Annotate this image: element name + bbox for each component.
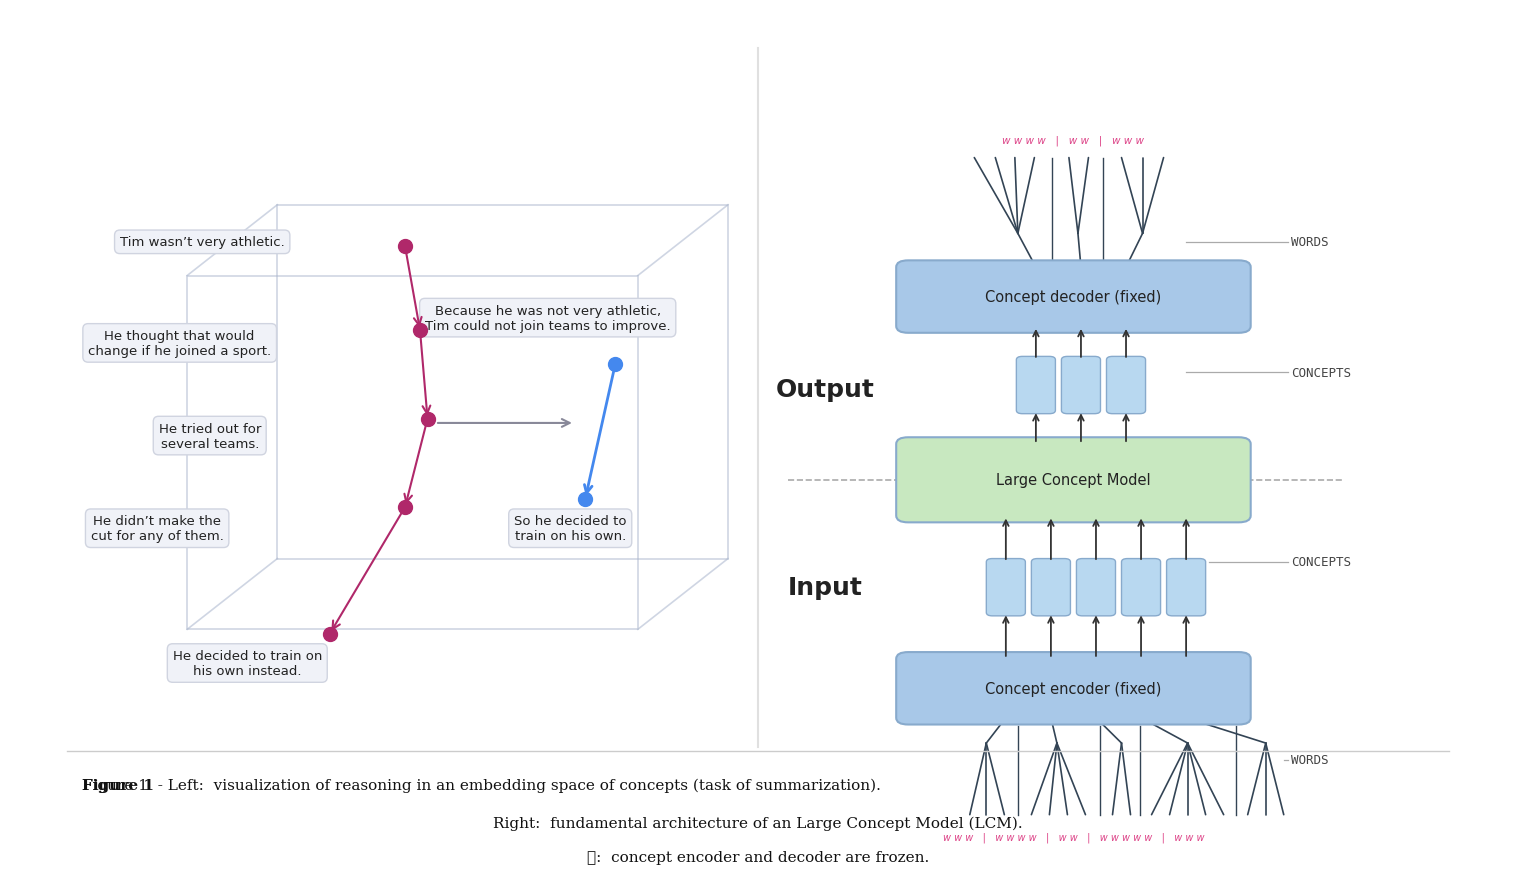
Text: He tried out for
several teams.: He tried out for several teams.	[159, 422, 261, 450]
FancyBboxPatch shape	[987, 559, 1025, 616]
FancyBboxPatch shape	[1076, 559, 1116, 616]
Text: Tim wasn’t very athletic.: Tim wasn’t very athletic.	[120, 236, 285, 249]
Text: Input: Input	[788, 575, 863, 600]
Text: CONCEPTS: CONCEPTS	[1292, 367, 1351, 380]
Text: He thought that would
change if he joined a sport.: He thought that would change if he joine…	[88, 329, 271, 357]
FancyBboxPatch shape	[1061, 357, 1101, 415]
FancyBboxPatch shape	[1167, 559, 1205, 616]
Text: He decided to train on
his own instead.: He decided to train on his own instead.	[173, 649, 321, 677]
Text: Right:  fundamental architecture of an Large Concept Model (LCM).: Right: fundamental architecture of an La…	[493, 816, 1023, 830]
FancyBboxPatch shape	[1122, 559, 1161, 616]
Text: Concept decoder (fixed): Concept decoder (fixed)	[985, 289, 1161, 305]
FancyBboxPatch shape	[1016, 357, 1055, 415]
FancyBboxPatch shape	[1031, 559, 1070, 616]
Text: Because he was not very athletic,
Tim could not join teams to improve.: Because he was not very athletic, Tim co…	[424, 304, 670, 332]
FancyBboxPatch shape	[1107, 357, 1146, 415]
Text: So he decided to
train on his own.: So he decided to train on his own.	[514, 514, 626, 542]
Text: ⋆:  concept encoder and decoder are frozen.: ⋆: concept encoder and decoder are froze…	[587, 850, 929, 864]
Text: Figure 1  - Left:  visualization of reasoning in an embedding space of concepts : Figure 1 - Left: visualization of reason…	[82, 778, 881, 793]
Text: Large Concept Model: Large Concept Model	[996, 473, 1151, 488]
FancyBboxPatch shape	[896, 653, 1251, 725]
Text: WORDS: WORDS	[1292, 236, 1328, 249]
Text: He didn’t make the
cut for any of them.: He didn’t make the cut for any of them.	[91, 514, 223, 542]
Text: WORDS: WORDS	[1292, 753, 1328, 766]
Text: w w w w   |   w w   |   w w w: w w w w | w w | w w w	[1002, 136, 1145, 146]
Text: Figure 1: Figure 1	[82, 779, 155, 793]
FancyBboxPatch shape	[896, 261, 1251, 334]
FancyBboxPatch shape	[896, 438, 1251, 523]
Text: w w w   |   w w w w   |   w w   |   w w w w w   |   w w w: w w w | w w w w | w w | w w w w w | w w …	[943, 832, 1204, 842]
Text: CONCEPTS: CONCEPTS	[1292, 556, 1351, 569]
Text: Output: Output	[776, 378, 875, 401]
Text: Concept encoder (fixed): Concept encoder (fixed)	[985, 681, 1161, 696]
